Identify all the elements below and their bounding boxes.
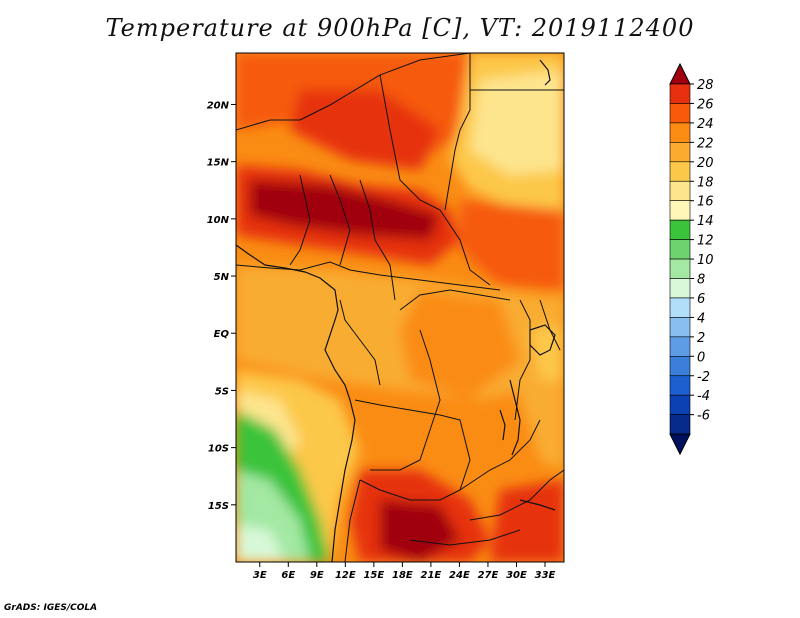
colorbar-box bbox=[669, 336, 691, 357]
colorbar-box bbox=[669, 297, 691, 318]
colorbar-label: -6 bbox=[697, 409, 710, 424]
y-tick-label: 10N bbox=[207, 215, 230, 226]
colorbar-box bbox=[669, 180, 691, 202]
y-tick-label: 5N bbox=[214, 272, 230, 283]
colorbar-box bbox=[669, 142, 691, 163]
colorbar-label: 26 bbox=[697, 97, 714, 112]
colorbar-box bbox=[669, 103, 691, 124]
colorbar-box bbox=[669, 317, 691, 338]
y-tick-label: EQ bbox=[214, 329, 230, 340]
colorbar-top-arrow bbox=[669, 62, 691, 85]
x-tick-label: 30E bbox=[506, 570, 527, 581]
x-tick-label: 18E bbox=[392, 570, 413, 581]
colorbar-box bbox=[669, 278, 691, 299]
y-tick-label: 10S bbox=[208, 444, 229, 455]
colorbar-label: 18 bbox=[697, 175, 714, 190]
plot-frame bbox=[235, 52, 565, 563]
colorbar-label: 24 bbox=[697, 117, 714, 132]
colorbar-label: 28 bbox=[697, 78, 714, 93]
y-tick-label: 5S bbox=[215, 386, 229, 397]
credit-text: GrADS: IGES/COLA bbox=[4, 603, 98, 613]
field-ne-coolest bbox=[470, 70, 564, 175]
y-tick-label: 15N bbox=[207, 158, 230, 169]
colorbar-box bbox=[669, 414, 691, 435]
y-tick-label: 20N bbox=[207, 100, 230, 111]
colorbar-label: 6 bbox=[697, 292, 705, 307]
x-tick-label: 12E bbox=[335, 570, 356, 581]
colorbar-boxes bbox=[669, 62, 691, 456]
x-tick-label: 3E bbox=[253, 570, 267, 581]
colorbar-label: 4 bbox=[697, 311, 705, 326]
y-tick-label: 15S bbox=[208, 501, 229, 512]
colorbar-box bbox=[669, 394, 691, 415]
colorbar-label: 14 bbox=[697, 214, 714, 229]
field-sudan bbox=[460, 200, 564, 290]
x-tick-label: 27E bbox=[478, 570, 499, 581]
x-tick-label: 6E bbox=[281, 570, 295, 581]
field-kalahari-hottest bbox=[380, 500, 460, 562]
chart-title: Temperature at 900hPa [C], VT: 201911240… bbox=[105, 14, 695, 42]
colorbar-box bbox=[669, 200, 691, 221]
temperature-field bbox=[236, 53, 564, 562]
x-tick-label: 15E bbox=[363, 570, 384, 581]
field-sahel-hottest bbox=[250, 180, 440, 240]
colorbar-box bbox=[669, 83, 691, 104]
colorbar-box bbox=[669, 161, 691, 182]
colorbar-label: 8 bbox=[697, 273, 705, 288]
colorbar-box bbox=[669, 355, 691, 377]
field-ocean-coolest bbox=[236, 525, 285, 562]
x-tick-label: 24E bbox=[449, 570, 470, 581]
colorbar-label: 2 bbox=[697, 331, 705, 346]
x-tick-label: 33E bbox=[535, 570, 556, 581]
field-congo bbox=[400, 290, 520, 400]
colorbar-label: -4 bbox=[697, 389, 710, 404]
colorbar-label: 12 bbox=[697, 234, 714, 249]
x-tick-label: 9E bbox=[310, 570, 324, 581]
x-tick-label: 21E bbox=[421, 570, 442, 581]
x-axis: 3E 6E 9E 12E 15E 18E 21E 24E 27E 30E 33E bbox=[253, 562, 556, 581]
colorbar-label: 20 bbox=[697, 156, 714, 171]
colorbar-label: 22 bbox=[697, 136, 714, 151]
colorbar-label: -2 bbox=[697, 370, 710, 385]
field-se-hot bbox=[490, 480, 564, 562]
field-east-mild bbox=[530, 325, 564, 380]
y-axis: 20N 15N 10N 5N EQ 5S 10S 15S bbox=[207, 100, 236, 512]
colorbar-box bbox=[669, 258, 691, 279]
coastlines bbox=[236, 59, 556, 562]
colorbar-box bbox=[669, 239, 691, 260]
colorbar-box bbox=[669, 122, 691, 143]
colorbar-bottom-arrow bbox=[669, 433, 691, 456]
field-sahara-hot bbox=[290, 90, 440, 170]
colorbar-label: 16 bbox=[697, 195, 714, 210]
colorbar-box bbox=[669, 375, 691, 396]
colorbar-box bbox=[669, 219, 691, 240]
colorbar-label: 10 bbox=[697, 253, 714, 268]
country-borders bbox=[236, 53, 564, 562]
colorbar-label: 0 bbox=[697, 350, 705, 365]
